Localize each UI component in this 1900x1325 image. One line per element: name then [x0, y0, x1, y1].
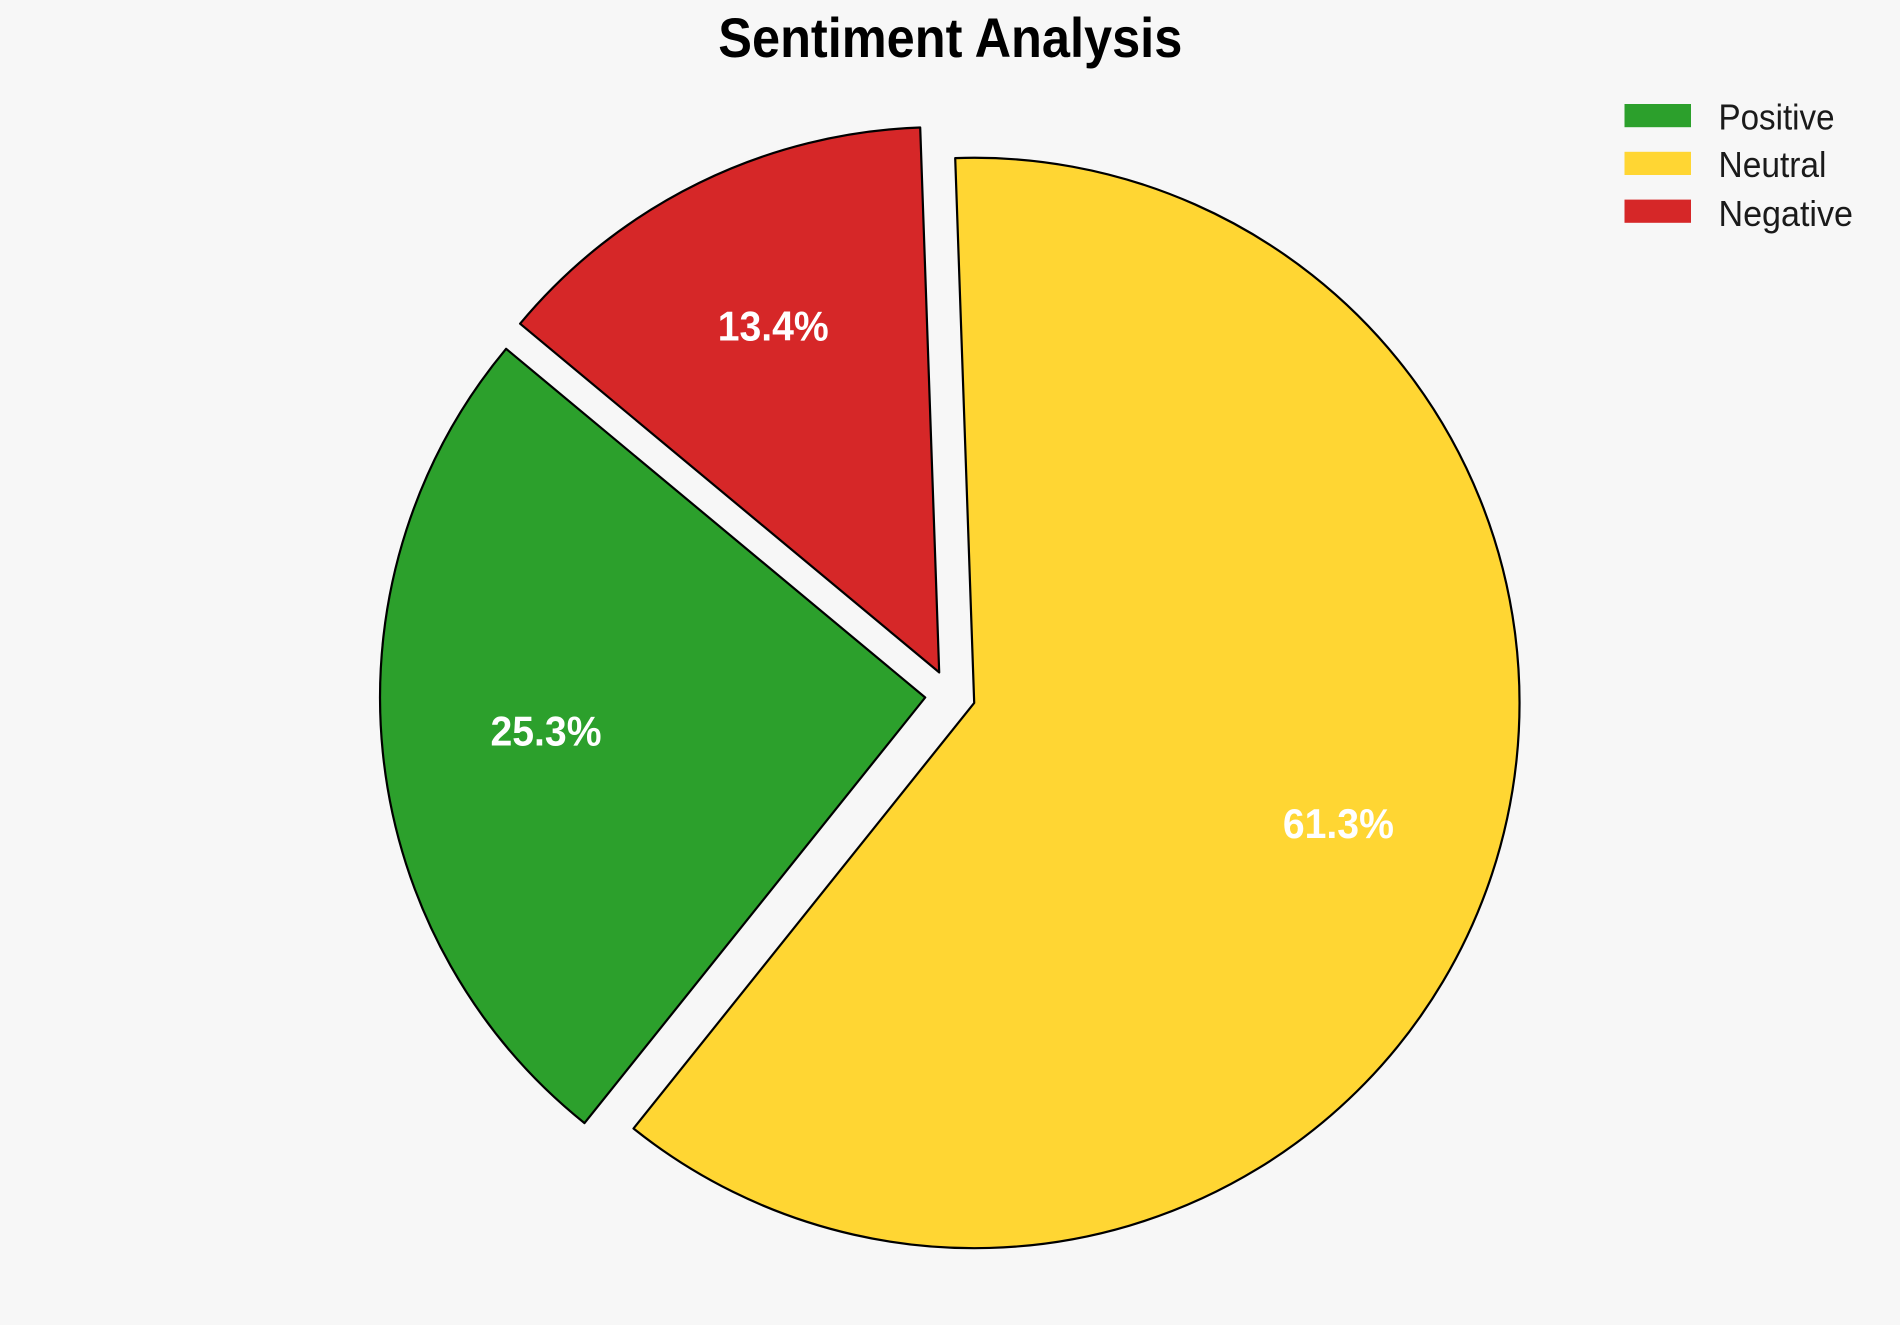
- svg-text:Sentiment Analysis: Sentiment Analysis: [718, 6, 1182, 69]
- svg-text:Positive: Positive: [1719, 96, 1835, 137]
- svg-text:13.4%: 13.4%: [718, 303, 829, 350]
- svg-text:25.3%: 25.3%: [491, 708, 602, 755]
- svg-text:61.3%: 61.3%: [1283, 800, 1394, 847]
- svg-text:Neutral: Neutral: [1719, 144, 1827, 185]
- svg-text:Negative: Negative: [1719, 193, 1854, 234]
